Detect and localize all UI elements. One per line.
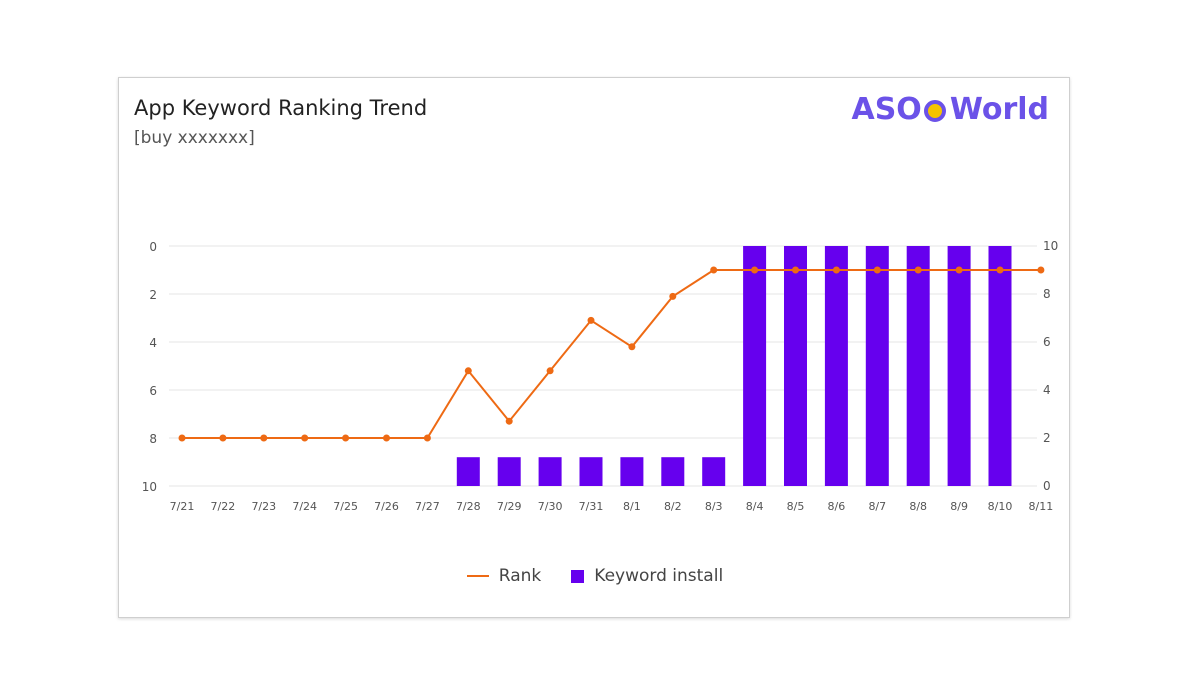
x-axis-tick-label: 8/5 xyxy=(787,500,805,513)
rank-point xyxy=(669,292,677,300)
chart-subtitle: [buy xxxxxxx] xyxy=(134,128,255,148)
install-bar xyxy=(784,246,807,486)
bar-layer xyxy=(456,246,1012,486)
x-axis-tick-label: 7/22 xyxy=(211,500,236,513)
legend-item-install[interactable]: Keyword install xyxy=(571,566,723,586)
install-bar xyxy=(947,246,971,486)
rank-point xyxy=(996,266,1004,274)
install-bar xyxy=(538,457,562,486)
x-axis-tick-label: 8/3 xyxy=(705,500,723,513)
rank-point xyxy=(219,434,227,442)
rank-point xyxy=(301,434,309,442)
x-axis-tick-label: 7/21 xyxy=(170,500,195,513)
x-axis-tick-label: 7/31 xyxy=(579,500,604,513)
right-axis-tick-label: 10 xyxy=(1043,239,1058,253)
x-axis-tick-label: 8/7 xyxy=(868,500,886,513)
rank-point xyxy=(464,367,472,375)
chart-legend: Rank Keyword install xyxy=(119,566,1071,586)
legend-item-rank[interactable]: Rank xyxy=(466,566,542,586)
left-axis-tick-label: 6 xyxy=(149,384,157,398)
chart-card: App Keyword Ranking Trend [buy xxxxxxx] … xyxy=(118,77,1070,618)
logo-world-text: World xyxy=(949,92,1049,127)
x-axis-tick-label: 8/2 xyxy=(664,500,682,513)
x-axis-tick-label: 7/30 xyxy=(538,500,563,513)
rank-point xyxy=(751,266,759,274)
legend-rank-swatch xyxy=(466,575,489,577)
rank-point xyxy=(1037,266,1045,274)
grid-layer xyxy=(169,245,1037,487)
rank-point xyxy=(505,417,513,425)
x-axis-tick-label: 7/23 xyxy=(251,500,276,513)
right-axis-tick-label: 0 xyxy=(1043,479,1051,493)
x-axis-tick-label: 8/8 xyxy=(909,500,927,513)
x-axis-tick-label: 8/10 xyxy=(988,500,1013,513)
x-axis-tick-label: 8/6 xyxy=(828,500,846,513)
legend-install-label: Keyword install xyxy=(594,566,724,586)
x-axis-tick-label: 8/9 xyxy=(950,500,968,513)
logo-aso-text: ASO xyxy=(851,92,922,127)
x-axis-tick-label: 7/27 xyxy=(415,500,440,513)
left-axis-tick-label: 2 xyxy=(149,288,157,302)
rank-point xyxy=(792,266,799,274)
install-bar xyxy=(702,457,726,486)
install-bar xyxy=(620,457,644,486)
right-axis-tick-label: 8 xyxy=(1043,287,1051,301)
line-layer xyxy=(178,266,1045,442)
install-bar xyxy=(906,246,930,486)
x-axis-tick-label: 8/1 xyxy=(623,500,641,513)
x-axis-tick-label: 7/24 xyxy=(292,500,317,513)
rank-point xyxy=(628,343,636,351)
logo-dot-icon xyxy=(923,99,946,122)
rank-point xyxy=(342,434,350,442)
rank-point xyxy=(260,434,268,442)
install-bar xyxy=(743,246,767,486)
install-bar xyxy=(497,457,521,486)
x-axis-tick-label: 7/26 xyxy=(374,500,399,513)
rank-point xyxy=(914,266,922,274)
rank-line xyxy=(182,269,1041,439)
rank-point xyxy=(546,367,554,375)
install-bar xyxy=(824,246,848,486)
install-bar xyxy=(988,246,1012,486)
rank-point xyxy=(178,434,186,442)
install-bar xyxy=(661,457,685,486)
asoworld-logo: ASO World xyxy=(851,92,1049,127)
left-axis-tick-label: 8 xyxy=(149,432,157,446)
x-axis-tick-label: 7/29 xyxy=(497,500,522,513)
left-axis-tick-label: 4 xyxy=(149,336,157,350)
left-axis-tick-label: 10 xyxy=(142,480,157,494)
rank-point xyxy=(873,266,881,274)
legend-install-swatch xyxy=(571,569,585,583)
x-axis-tick-label: 8/11 xyxy=(1029,500,1054,513)
right-axis-tick-label: 6 xyxy=(1043,335,1051,349)
left-axis-tick-label: 0 xyxy=(149,240,157,254)
rank-point xyxy=(587,316,595,324)
x-axis-tick-label: 7/28 xyxy=(456,500,481,513)
right-axis-tick-label: 2 xyxy=(1043,431,1051,445)
rank-point xyxy=(383,434,390,442)
chart-title: App Keyword Ranking Trend xyxy=(134,96,428,120)
x-axis-tick-label: 7/25 xyxy=(333,500,358,513)
rank-point xyxy=(832,266,840,274)
install-bar xyxy=(579,457,603,486)
legend-rank-label: Rank xyxy=(498,566,542,586)
rank-point xyxy=(423,434,431,442)
install-bar xyxy=(865,246,889,486)
right-axis-tick-label: 4 xyxy=(1043,383,1051,397)
axis-layer: 0 2 4 6 8 10 0 2 4 6 8 10 7/21 7/22 7/23 7/24 7/25 7/26 7/… xyxy=(142,239,1059,513)
x-axis-tick-label: 8/4 xyxy=(746,500,764,513)
rank-point xyxy=(955,266,963,274)
chart-plot: 0 2 4 6 8 10 0 2 4 6 8 10 7/21 7/22 7/23 7/24 7/25 7/26 7/… xyxy=(142,239,1059,513)
rank-point xyxy=(710,266,718,274)
install-bar xyxy=(456,457,480,486)
